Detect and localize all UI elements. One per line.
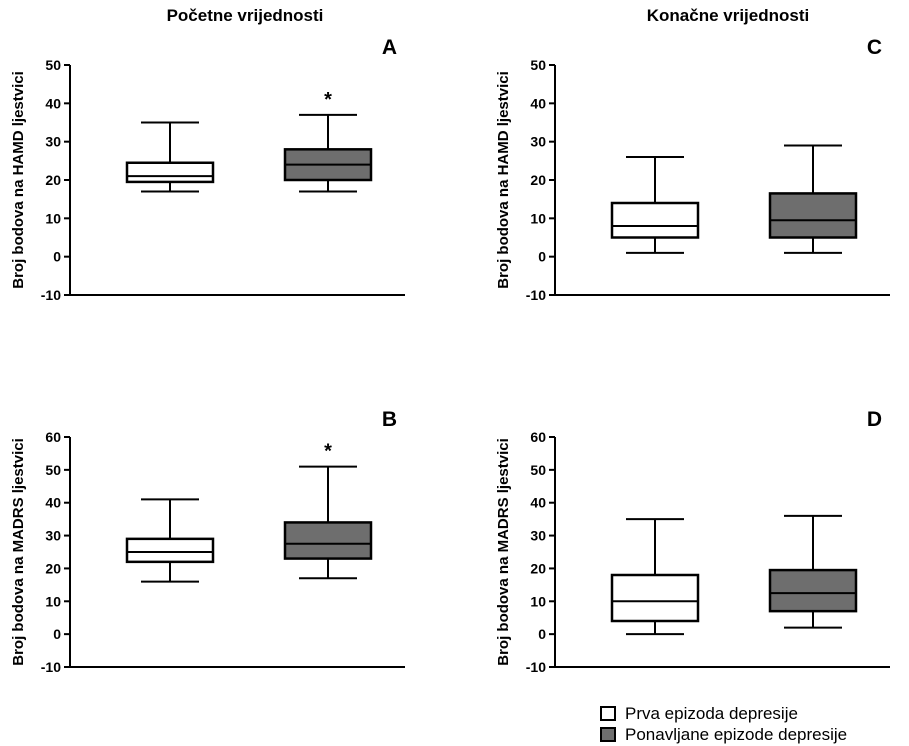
y-tick-label: 50 (530, 462, 546, 478)
box-iqr (768, 192, 858, 239)
y-tick-label: 0 (53, 626, 61, 642)
box-recurrent (768, 144, 858, 254)
y-tick-label: 60 (45, 429, 61, 445)
legend-label-recurrent: Ponavljane epizode depresije (625, 725, 848, 744)
y-axis-label: Broj bodova na MADRS ljestvici (10, 438, 27, 666)
y-tick-label: 0 (538, 249, 546, 265)
box-first (125, 121, 215, 193)
box-iqr (768, 568, 858, 613)
y-tick-label: 10 (45, 210, 61, 226)
panel-letter: C (867, 36, 882, 59)
y-axis-label: Broj bodova na HAMD ljestvici (10, 71, 27, 289)
y-tick-label: -10 (41, 659, 61, 675)
y-tick-label: 50 (45, 57, 61, 73)
y-tick-label: -10 (41, 287, 61, 303)
y-tick-label: 20 (45, 560, 61, 576)
y-tick-label: 50 (530, 57, 546, 73)
y-tick-label: 40 (530, 495, 546, 511)
legend-item-first: Prva epizoda depresije (600, 703, 847, 724)
y-tick-label: 30 (530, 528, 546, 544)
box-first (610, 518, 700, 636)
panel-d: -10 0 10 20 30 40 50 60 Broj bodova na MADRS lje… (495, 408, 890, 675)
y-axis-label: Broj bodova na HAMD ljestvici (495, 71, 512, 289)
y-tick-label: 30 (530, 134, 546, 150)
box-iqr (610, 201, 700, 239)
y-tick-label: -10 (526, 659, 546, 675)
column-title-final: Konačne vrijednosti (646, 6, 810, 25)
panel-c: -10 0 10 20 30 40 50 Broj bodova na HAMD ljestv… (495, 36, 890, 303)
y-tick-label: 30 (45, 134, 61, 150)
y-tick-label: 40 (530, 95, 546, 111)
y-tick-label: 20 (530, 172, 546, 188)
box-iqr (125, 161, 215, 184)
y-tick-label: 20 (45, 172, 61, 188)
legend-label-first: Prva epizoda depresije (625, 704, 798, 723)
y-tick-label: 60 (530, 429, 546, 445)
legend-item-recurrent: Ponavljane epizode depresije (600, 724, 847, 745)
panel-b: -10 0 10 20 30 40 50 60 Broj bodova na MADRS lje… (10, 408, 405, 675)
panel-a: -10 0 10 20 30 40 50 Broj bodova na HAMD ljestv… (10, 36, 405, 303)
y-tick-label: 40 (45, 495, 61, 511)
box-first (125, 498, 215, 583)
y-tick-label: 30 (45, 528, 61, 544)
y-tick-label: 0 (53, 249, 61, 265)
y-axis-label: Broj bodova na MADRS ljestvici (495, 438, 512, 666)
panel-letter: A (382, 36, 397, 59)
y-tick-label: 10 (530, 210, 546, 226)
y-tick-label: -10 (526, 287, 546, 303)
legend-swatch-first (600, 706, 616, 721)
significance-marker: * (324, 441, 332, 463)
panel-letter: B (382, 408, 397, 431)
box-iqr (610, 573, 700, 623)
y-tick-label: 50 (45, 462, 61, 478)
significance-marker: * (324, 89, 332, 111)
panel-letter: D (867, 408, 882, 431)
box-recurrent: * (283, 89, 373, 193)
y-tick-label: 10 (530, 593, 546, 609)
y-tick-label: 40 (45, 95, 61, 111)
y-tick-label: 20 (530, 560, 546, 576)
column-title-initial: Početne vrijednosti (166, 6, 324, 25)
y-tick-label: 10 (45, 593, 61, 609)
box-first (610, 156, 700, 254)
legend: Prva epizoda depresije Ponavljane epizod… (600, 703, 847, 745)
box-iqr (125, 537, 215, 564)
y-tick-label: 0 (538, 626, 546, 642)
box-recurrent (768, 514, 858, 629)
box-iqr (283, 521, 373, 560)
box-recurrent: * (283, 441, 373, 580)
legend-swatch-recurrent (600, 727, 616, 742)
